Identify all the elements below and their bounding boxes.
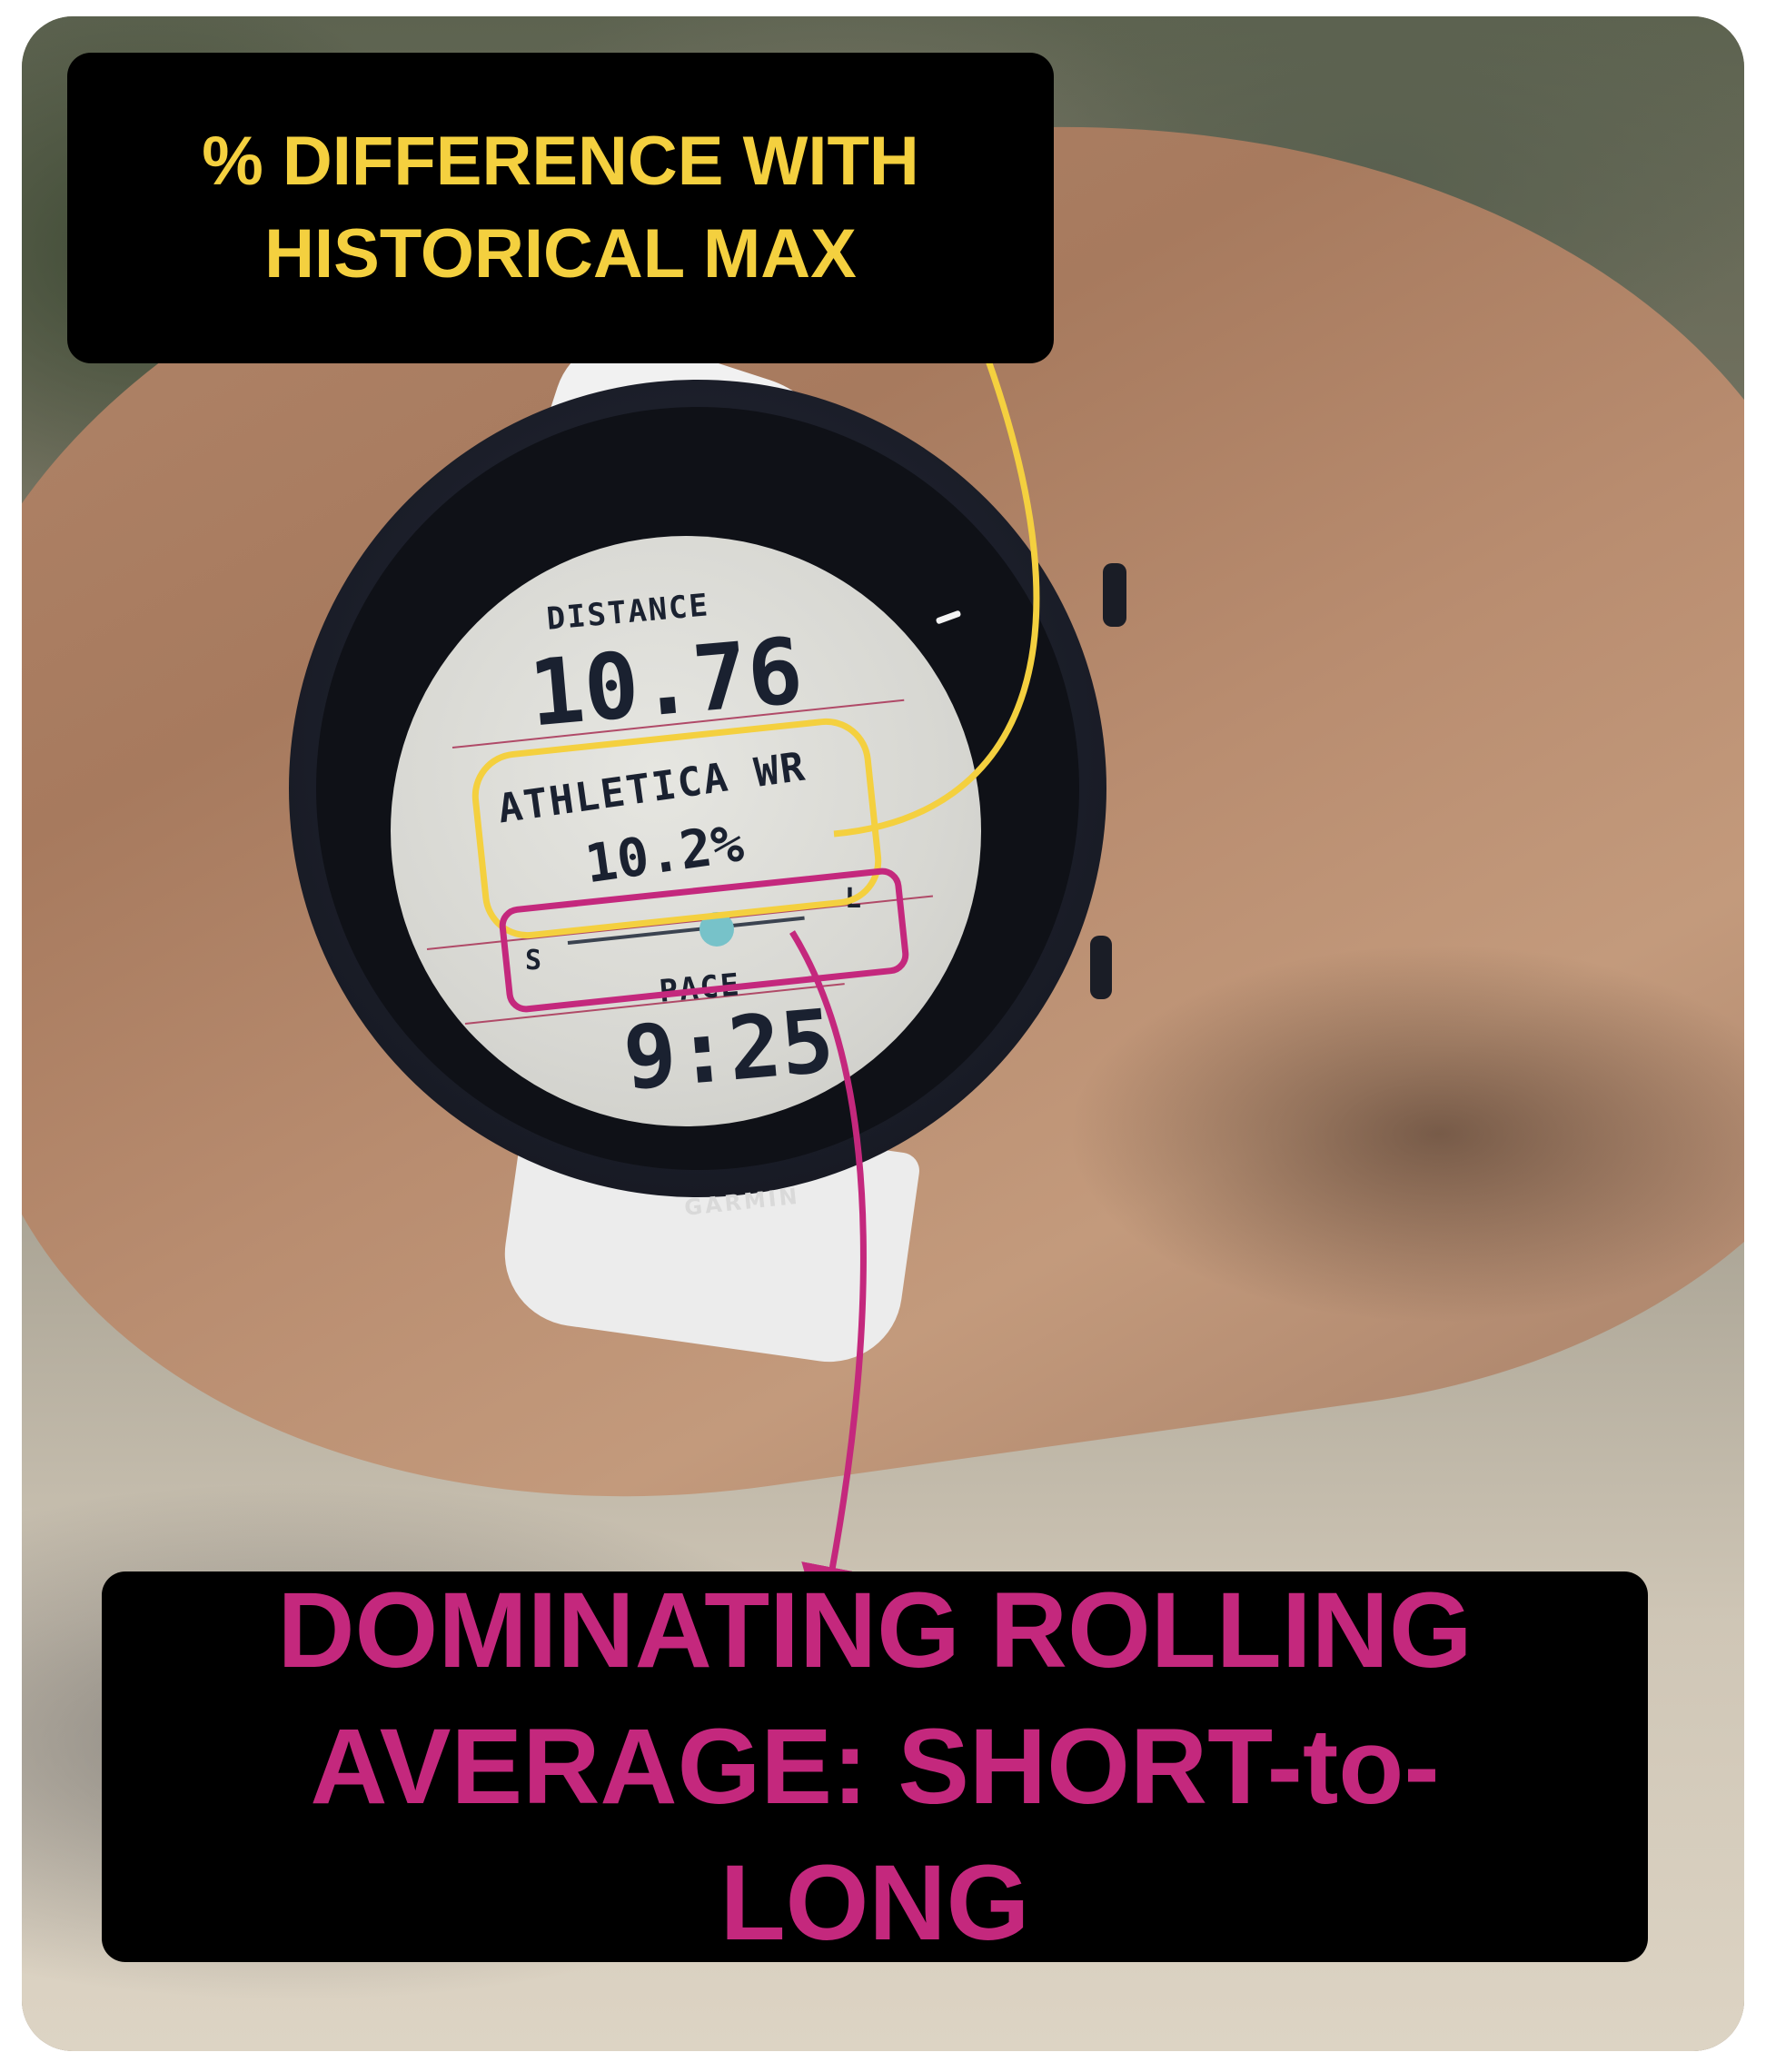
athletica-highlight-box: [471, 718, 882, 939]
callout-historical-max: % DIFFERENCE WITH HISTORICAL MAX: [67, 53, 1054, 363]
slider-short-label: S: [525, 945, 542, 977]
callout-bottom-line-2: AVERAGE: SHORT-to-LONG: [310, 1707, 1440, 1963]
callout-bottom-line-1: DOMINATING ROLLING: [277, 1571, 1473, 1690]
callout-top-line-1: % DIFFERENCE WITH: [202, 123, 919, 200]
watch-button-upper: [1103, 563, 1126, 627]
arm-shadow: [1067, 943, 1744, 1324]
callout-rolling-average: DOMINATING ROLLING AVERAGE: SHORT-to-LON…: [102, 1571, 1648, 1963]
watch-face: [391, 536, 981, 1126]
magenta-arrow: [789, 930, 867, 1631]
watch-button-lower: [1090, 936, 1112, 999]
yellow-arrow: [833, 243, 1040, 838]
callout-top-line-2: HISTORICAL MAX: [264, 215, 857, 292]
slider-highlight-box: [499, 867, 909, 1013]
